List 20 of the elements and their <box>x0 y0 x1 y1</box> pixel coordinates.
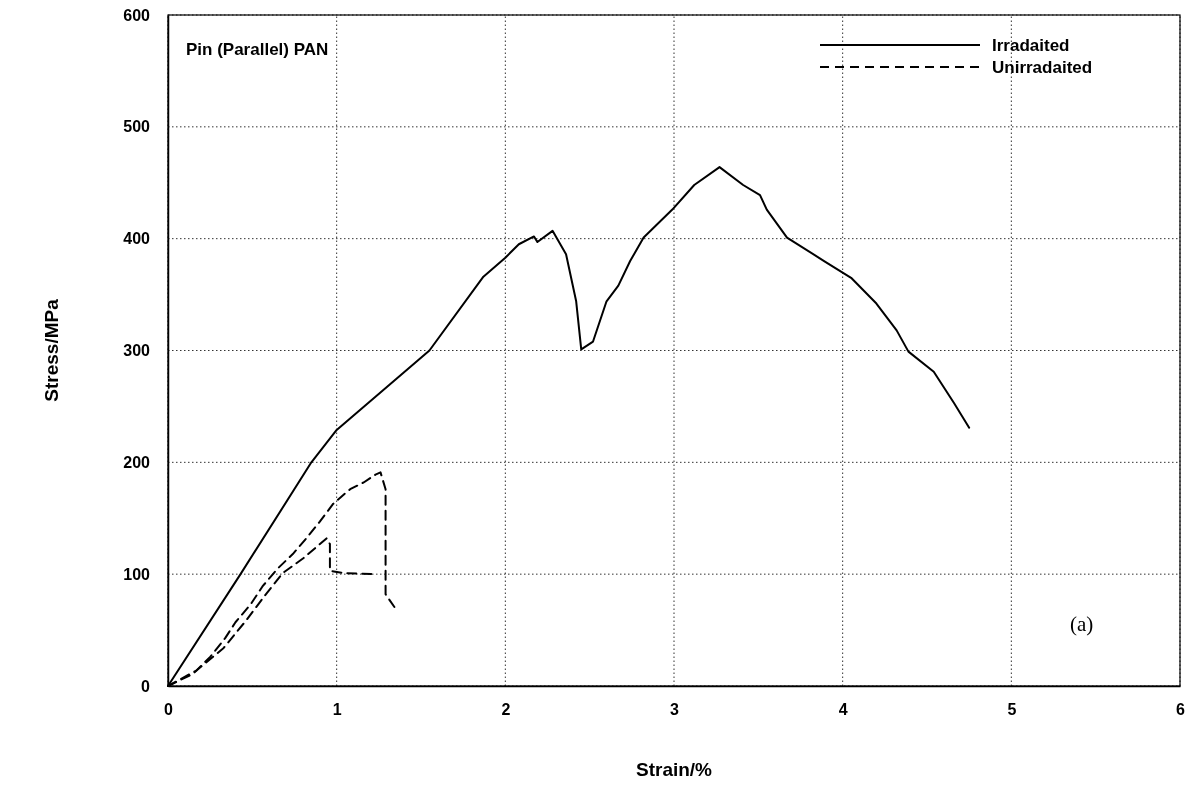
y-tick-label: 100 <box>123 565 151 583</box>
y-tick-label: 600 <box>123 6 151 24</box>
y-tick-label: 200 <box>123 453 151 471</box>
x-tick-label: 3 <box>670 701 680 719</box>
x-tick-label: 6 <box>1176 701 1186 719</box>
x-tick-label: 4 <box>838 701 848 719</box>
y-tick-label: 300 <box>123 342 151 360</box>
y-axis-title: Stress/MPa <box>41 298 62 402</box>
x-tick-label: 5 <box>1007 701 1017 719</box>
x-axis-title: Strain/% <box>635 759 713 780</box>
text: Pin (Parallel) PAN <box>186 40 329 59</box>
x-tick-label: 1 <box>332 701 342 719</box>
x-tick-label: 0 <box>164 701 174 719</box>
y-tick-label: 500 <box>123 118 151 136</box>
text: Unirradaited <box>992 58 1093 77</box>
text: Irradaited <box>992 36 1070 55</box>
x-tick-label: 2 <box>501 701 511 719</box>
annotation: (a) <box>1070 612 1094 636</box>
y-tick-label: 0 <box>141 677 151 695</box>
y-tick-label: 400 <box>123 230 151 248</box>
